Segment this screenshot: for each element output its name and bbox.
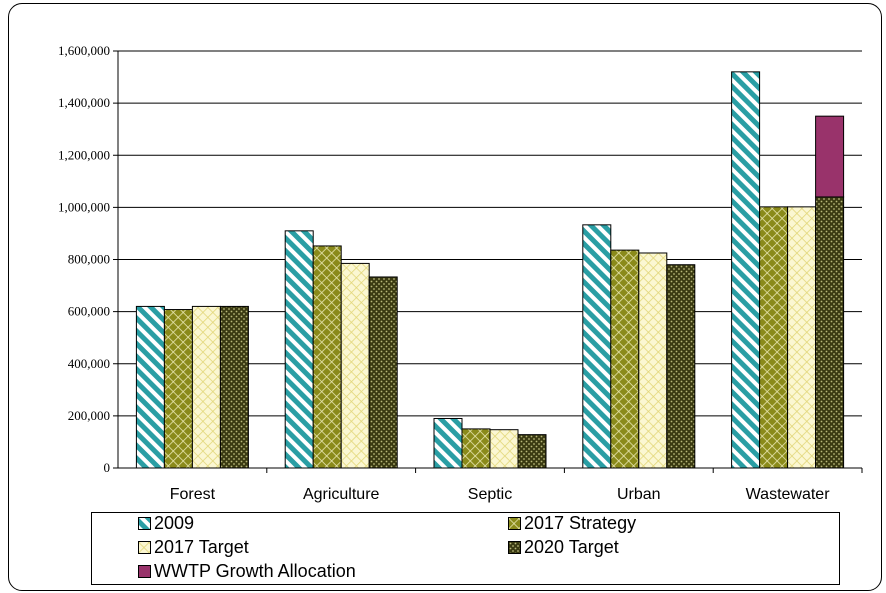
legend-label-2017-strategy: 2017 Strategy: [524, 513, 637, 533]
bar-agriculture-2009: [284, 230, 314, 469]
bar-agriculture-2017-target: [340, 262, 370, 469]
bar-forest-2017-strategy: [163, 309, 193, 469]
y-tick-label: 400,000: [68, 356, 110, 371]
bar-wastewater-2009: [731, 71, 761, 469]
bar-urban-2020-target: [666, 264, 696, 469]
bar-septic-2017-target: [489, 429, 519, 469]
y-tick-label: 600,000: [68, 304, 110, 319]
legend-label-2009: 2009: [154, 513, 195, 533]
legend-item-wwtp-growth-allocation: WWTP Growth Allocation: [138, 561, 356, 581]
bar-agriculture-2017-strategy: [312, 245, 342, 469]
bar-wastewater-2017-target: [787, 206, 817, 469]
x-tick-label-urban: Urban: [617, 486, 661, 503]
bar-urban-2017-target: [638, 252, 668, 469]
y-tick-label: 1,200,000: [58, 147, 110, 162]
legend-swatch-2020-target: [508, 540, 521, 554]
y-tick-labels: 0 200,000 400,000 600,000 800,000 1,000,000 1,…: [58, 43, 110, 475]
bar-agriculture-2020-target: [368, 276, 398, 469]
legend-item-2020-target: 2020 Target: [508, 537, 619, 557]
legend: 2009 2017 Strategy 2017 Target 2020 Targ…: [91, 512, 840, 585]
legend-label-2017-target: 2017 Target: [154, 537, 249, 557]
y-tick-label: 1,600,000: [58, 43, 110, 58]
legend-item-2017-target: 2017 Target: [138, 537, 249, 557]
y-tick-label: 800,000: [68, 252, 110, 267]
bar-septic-2009: [433, 417, 463, 469]
bar-septic-2020-target: [517, 434, 547, 469]
x-tick-label-forest: Forest: [170, 486, 216, 503]
bar-urban-2017-strategy: [610, 249, 640, 469]
legend-swatch-wwtp-growth-allocation: [138, 564, 151, 578]
x-tick-labels: Forest Agriculture Septic Urban Wastewater: [170, 486, 830, 503]
bars: [135, 71, 845, 469]
bar-forest-2017-target: [191, 305, 221, 469]
legend-label-2020-target: 2020 Target: [524, 537, 619, 557]
legend-swatch-2009: [138, 516, 151, 530]
bar-septic-2017-strategy: [461, 428, 491, 469]
legend-swatch-2017-strategy: [508, 516, 521, 530]
y-tick-label: 1,000,000: [58, 199, 110, 214]
y-tick-label: 200,000: [68, 408, 110, 423]
x-tick-label-wastewater: Wastewater: [746, 486, 831, 503]
legend-label-wwtp-growth-allocation: WWTP Growth Allocation: [154, 561, 356, 581]
bar-wastewater-wwtp-growth-allocation: [815, 115, 845, 198]
bar-urban-2009: [582, 224, 612, 469]
x-tick-label-agriculture: Agriculture: [303, 486, 380, 503]
y-tick-label: 0: [104, 460, 111, 475]
bar-forest-2009: [135, 305, 165, 469]
y-tick-label: 1,400,000: [58, 95, 110, 110]
x-tick-label-septic: Septic: [468, 486, 512, 503]
bar-wastewater-2020-target: [815, 196, 845, 469]
bar-wastewater-2017-strategy: [759, 206, 789, 469]
bar-forest-2020-target: [219, 305, 249, 469]
legend-swatch-2017-target: [138, 540, 151, 554]
legend-item-2009: 2009: [138, 513, 194, 533]
legend-item-2017-strategy: 2017 Strategy: [508, 513, 636, 533]
